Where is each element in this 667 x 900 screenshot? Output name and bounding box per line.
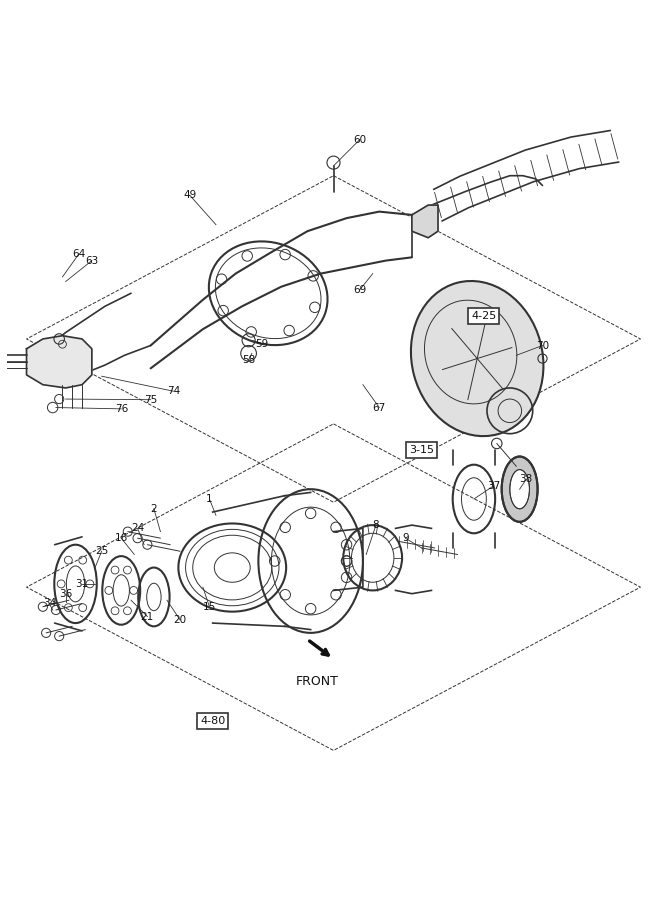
Text: 58: 58: [242, 355, 255, 365]
Text: 4-80: 4-80: [200, 716, 225, 726]
Text: 59: 59: [255, 338, 268, 348]
Text: 34: 34: [43, 598, 56, 608]
Text: 64: 64: [72, 249, 85, 259]
Polygon shape: [412, 205, 438, 238]
Text: 20: 20: [173, 615, 187, 625]
Text: 49: 49: [183, 190, 197, 201]
Text: FRONT: FRONT: [295, 675, 339, 688]
Ellipse shape: [510, 470, 530, 508]
Ellipse shape: [411, 281, 544, 436]
Text: 9: 9: [402, 533, 409, 544]
Text: 67: 67: [373, 402, 386, 412]
Text: 2: 2: [151, 504, 157, 514]
Polygon shape: [27, 336, 92, 388]
Text: 31: 31: [75, 579, 89, 589]
Text: 3-15: 3-15: [409, 445, 434, 455]
Text: 16: 16: [115, 533, 128, 544]
Text: 37: 37: [487, 481, 500, 491]
Text: 1: 1: [206, 494, 213, 504]
Text: 36: 36: [59, 589, 72, 598]
Ellipse shape: [502, 456, 538, 522]
Text: 70: 70: [536, 340, 549, 350]
Text: 21: 21: [141, 611, 154, 622]
Text: 76: 76: [115, 404, 128, 414]
Text: 4-25: 4-25: [471, 311, 496, 321]
Text: 74: 74: [167, 386, 180, 396]
Text: 24: 24: [131, 524, 144, 534]
Text: 63: 63: [85, 256, 99, 266]
Text: 15: 15: [203, 602, 216, 612]
Text: 60: 60: [353, 135, 366, 145]
Text: 69: 69: [353, 285, 366, 295]
Text: 75: 75: [144, 395, 157, 405]
Text: 38: 38: [520, 474, 533, 484]
Text: 25: 25: [95, 546, 108, 556]
Text: 8: 8: [373, 520, 380, 530]
